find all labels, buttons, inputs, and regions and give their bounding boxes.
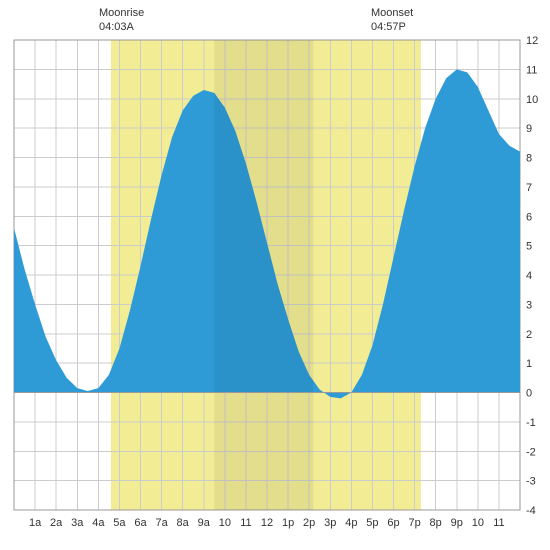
svg-text:-4: -4 [526, 505, 536, 517]
moonrise-time: 04:03A [99, 20, 144, 34]
svg-text:10: 10 [472, 517, 484, 529]
svg-text:10: 10 [219, 517, 231, 529]
svg-text:11: 11 [493, 517, 504, 529]
svg-text:5p: 5p [366, 517, 378, 529]
svg-text:2: 2 [526, 329, 532, 341]
moonset-annotation: Moonset 04:57P [371, 6, 413, 35]
svg-text:8: 8 [526, 153, 532, 165]
svg-text:0: 0 [526, 388, 532, 400]
moonrise-label: Moonrise [99, 7, 144, 19]
svg-text:9a: 9a [198, 517, 211, 529]
svg-text:2a: 2a [50, 517, 63, 529]
tide-chart: Moonrise 04:03A Moonset 04:57P -4-3-2-10… [0, 0, 550, 550]
svg-text:4p: 4p [345, 517, 357, 529]
svg-text:7: 7 [526, 182, 532, 194]
svg-text:5a: 5a [113, 517, 126, 529]
svg-text:-1: -1 [526, 417, 536, 429]
svg-text:4: 4 [526, 270, 532, 282]
svg-text:12: 12 [261, 517, 273, 529]
moonset-label: Moonset [371, 7, 413, 19]
svg-text:6p: 6p [387, 517, 399, 529]
svg-text:1p: 1p [282, 517, 294, 529]
svg-text:10: 10 [526, 94, 538, 106]
svg-text:9p: 9p [451, 517, 463, 529]
svg-text:-2: -2 [526, 446, 536, 458]
svg-text:-3: -3 [526, 476, 536, 488]
svg-text:3: 3 [526, 299, 532, 311]
svg-text:3a: 3a [71, 517, 84, 529]
moonrise-annotation: Moonrise 04:03A [99, 6, 144, 35]
chart-svg: -4-3-2-101234567891011121a2a3a4a5a6a7a8a… [0, 0, 550, 550]
svg-text:9: 9 [526, 123, 532, 135]
svg-text:11: 11 [526, 64, 537, 76]
moonset-time: 04:57P [371, 20, 413, 34]
svg-text:2p: 2p [303, 517, 315, 529]
svg-text:7a: 7a [155, 517, 168, 529]
svg-text:12: 12 [526, 35, 538, 47]
svg-text:6a: 6a [134, 517, 147, 529]
svg-text:4a: 4a [92, 517, 105, 529]
svg-text:6: 6 [526, 211, 532, 223]
svg-text:1a: 1a [29, 517, 42, 529]
svg-text:8a: 8a [177, 517, 190, 529]
svg-text:11: 11 [240, 517, 251, 529]
svg-text:1: 1 [526, 358, 532, 370]
svg-text:8p: 8p [430, 517, 442, 529]
svg-text:7p: 7p [408, 517, 420, 529]
svg-text:5: 5 [526, 241, 532, 253]
svg-text:3p: 3p [324, 517, 336, 529]
